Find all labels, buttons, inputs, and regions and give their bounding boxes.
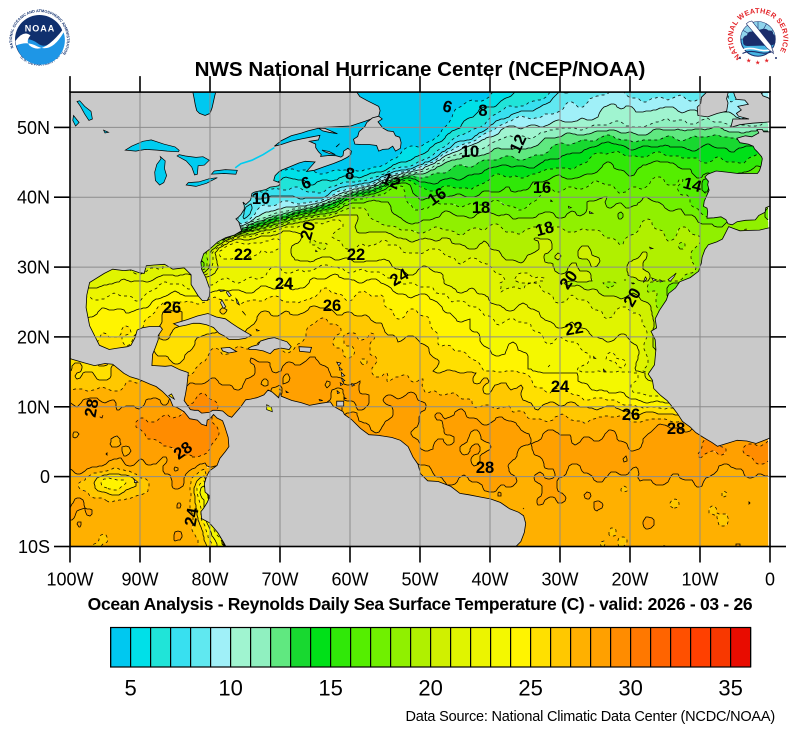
svg-text:35: 35 (718, 676, 742, 701)
svg-text:0: 0 (765, 570, 775, 590)
svg-text:26: 26 (622, 406, 640, 424)
svg-text:22: 22 (234, 246, 252, 264)
svg-text:25: 25 (518, 676, 542, 701)
svg-text:28: 28 (82, 398, 103, 419)
svg-text:20: 20 (418, 676, 442, 701)
svg-text:28: 28 (476, 459, 494, 477)
svg-text:24: 24 (551, 378, 570, 396)
svg-text:40N: 40N (17, 188, 50, 208)
svg-text:0: 0 (40, 467, 50, 487)
svg-text:90W: 90W (121, 570, 158, 590)
svg-text:★: ★ (746, 58, 751, 65)
svg-text:40W: 40W (471, 570, 508, 590)
svg-text:Ocean Analysis - Reynolds Dail: Ocean Analysis - Reynolds Daily Sea Surf… (88, 594, 753, 614)
svg-text:20: 20 (297, 220, 319, 242)
svg-text:10: 10 (218, 676, 242, 701)
svg-text:30W: 30W (541, 570, 578, 590)
svg-text:80W: 80W (191, 570, 228, 590)
svg-text:24: 24 (275, 275, 294, 293)
svg-text:8: 8 (478, 102, 487, 120)
svg-text:5: 5 (124, 676, 136, 701)
svg-text:10W: 10W (681, 570, 718, 590)
svg-text:50W: 50W (401, 570, 438, 590)
svg-text:10: 10 (461, 143, 479, 161)
svg-text:6: 6 (441, 97, 455, 117)
svg-text:NOAA: NOAA (25, 24, 56, 34)
svg-text:16: 16 (533, 179, 551, 197)
svg-text:22: 22 (347, 246, 365, 264)
svg-text:20N: 20N (17, 327, 50, 347)
svg-text:24: 24 (182, 506, 203, 528)
svg-text:18: 18 (534, 218, 556, 240)
svg-text:26: 26 (163, 299, 181, 317)
svg-text:18: 18 (472, 199, 490, 217)
svg-text:28: 28 (667, 420, 685, 438)
svg-text:10N: 10N (17, 397, 50, 417)
svg-text:★: ★ (755, 60, 760, 67)
svg-text:100W: 100W (46, 570, 93, 590)
svg-text:70W: 70W (261, 570, 298, 590)
svg-text:20W: 20W (611, 570, 648, 590)
svg-text:★: ★ (764, 58, 769, 65)
svg-text:26: 26 (323, 297, 341, 315)
svg-text:14: 14 (681, 174, 704, 196)
svg-text:50N: 50N (17, 118, 50, 138)
svg-text:22: 22 (564, 319, 585, 340)
svg-text:8: 8 (344, 164, 356, 183)
svg-text:10: 10 (252, 190, 270, 208)
svg-text:10S: 10S (18, 537, 50, 557)
svg-text:30N: 30N (17, 258, 50, 278)
svg-text:15: 15 (318, 676, 342, 701)
svg-text:30: 30 (618, 676, 642, 701)
svg-text:Data Source: National Climatic: Data Source: National Climatic Data Cent… (405, 709, 775, 725)
svg-text:NWS National Hurricane Center: NWS National Hurricane Center (NCEP/NOAA… (195, 58, 646, 81)
svg-text:60W: 60W (331, 570, 368, 590)
